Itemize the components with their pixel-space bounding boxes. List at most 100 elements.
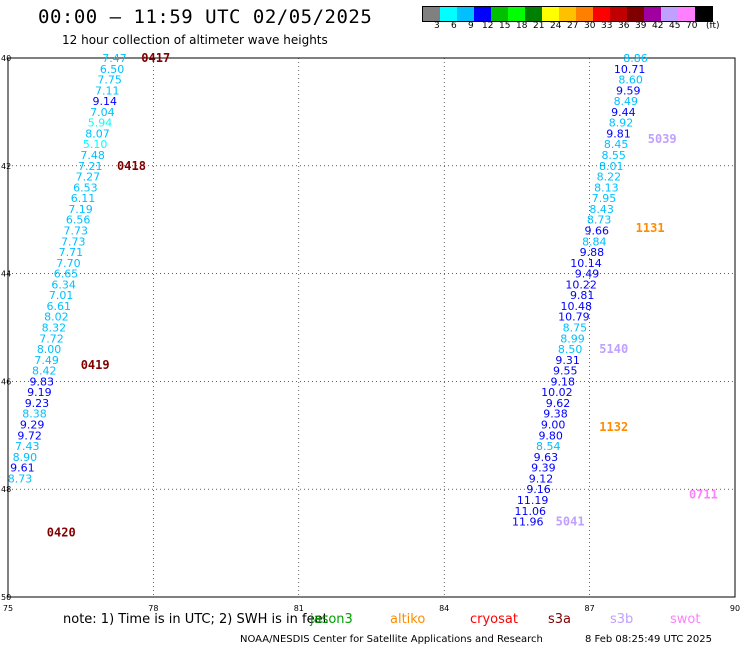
- wave-height-value: 5.94: [88, 117, 113, 130]
- legend-label: 33: [601, 21, 613, 31]
- legend-label: 9: [468, 21, 474, 31]
- wave-height-value: 10.22: [565, 278, 597, 291]
- wave-height-value: 8.90: [13, 451, 38, 464]
- wave-height-value: 6.50: [100, 63, 125, 76]
- wave-height-value: 7.48: [80, 149, 105, 162]
- wave-height-value: 7.43: [15, 440, 40, 453]
- wave-height-value: 11.19: [517, 494, 549, 507]
- wave-height-value: 10.79: [558, 311, 590, 324]
- orbit-label: 1132: [599, 420, 628, 434]
- wave-height-value: 9.39: [531, 462, 556, 475]
- orbit-label: 5041: [556, 515, 585, 529]
- wave-height-value: 9.31: [555, 354, 580, 367]
- wave-height-value: 9.55: [553, 365, 578, 378]
- wave-height-value: 6.11: [71, 192, 96, 205]
- wave-height-value: 8.45: [604, 138, 629, 151]
- lat-tick-label: 40: [1, 54, 11, 63]
- wave-height-value: 9.16: [526, 483, 551, 496]
- lat-tick-label: 42: [1, 162, 11, 171]
- satellite-legend-item: cryosat: [470, 612, 518, 627]
- wave-height-value: 7.49: [34, 354, 59, 367]
- legend-swatch: [559, 7, 576, 21]
- lat-tick-label: 44: [1, 270, 11, 279]
- legend-swatch: [525, 7, 542, 21]
- legend-label: 15: [499, 21, 511, 31]
- wave-height-value: 8.75: [563, 322, 588, 335]
- wave-height-value: 8.02: [44, 311, 69, 324]
- wave-height-value: 11.06: [514, 505, 546, 518]
- lat-tick-label: 50: [1, 593, 11, 602]
- lat-lon-grid: [7, 57, 736, 598]
- wave-height-value: 7.95: [592, 192, 617, 205]
- orbit-label: 0417: [141, 51, 170, 65]
- wave-height-value: 7.27: [76, 171, 101, 184]
- page-title: 00:00 — 11:59 UTC 02/05/2025: [38, 6, 373, 28]
- wave-height-value: 7.11: [95, 84, 120, 97]
- lon-tick-label: 81: [294, 604, 304, 613]
- legend-swatch: [661, 7, 678, 21]
- wave-height-value: 7.73: [63, 224, 88, 237]
- wave-height-value: 8.73: [587, 214, 612, 227]
- legend-label: 36: [618, 21, 630, 31]
- wave-height-value: 10.02: [541, 386, 573, 399]
- wave-height-value: 8.99: [560, 332, 585, 345]
- wave-height-value: 8.50: [558, 343, 583, 356]
- wave-height-value: 8.54: [536, 440, 561, 453]
- wave-height-value: 6.56: [66, 214, 91, 227]
- satellite-legend-item: altiko: [390, 612, 426, 627]
- orbit-label: 1131: [636, 221, 665, 235]
- wave-height-value: 9.44: [611, 106, 636, 119]
- legend-label: 30: [584, 21, 596, 31]
- lon-tick-label: 87: [585, 604, 595, 613]
- note-body: note: 1) Time is in UTC; 2) SWH is in fe…: [63, 612, 328, 627]
- legend-swatch: [491, 7, 508, 21]
- legend-swatch: [576, 7, 593, 21]
- wave-height-value: 6.53: [73, 181, 98, 194]
- satellite-legend-item: s3b: [610, 612, 634, 627]
- legend-unit: (ft): [706, 21, 720, 31]
- wave-height-value: 9.80: [538, 429, 563, 442]
- wave-height-value: 8.22: [597, 171, 622, 184]
- legend-label: 12: [482, 21, 494, 31]
- wave-height-value: 9.29: [20, 419, 45, 432]
- legend-swatch: [542, 7, 559, 21]
- wave-height-value: 9.18: [551, 375, 576, 388]
- wave-height-value: 9.72: [17, 429, 42, 442]
- legend-label: 6: [451, 21, 457, 31]
- wave-height-value: 8.43: [589, 203, 614, 216]
- lon-tick-label: 90: [730, 604, 740, 613]
- wave-height-value: 9.81: [606, 127, 631, 140]
- lon-tick-label: 78: [148, 604, 158, 613]
- wave-height-value: 7.19: [68, 203, 93, 216]
- wave-height-value: 7.71: [59, 246, 84, 259]
- wave-height-value: 8.13: [594, 181, 619, 194]
- wave-height-value: 7.72: [39, 332, 64, 345]
- color-legend-labels: 3 6 9 12 15 18 21 24 27 30 33 36 39 42 45 70 (ft): [422, 21, 740, 33]
- legend-label: 21: [533, 21, 545, 31]
- wave-height-value: 7.70: [56, 257, 81, 270]
- wave-height-values: 7.476.507.757.119.147.045.948.075.107.48…: [8, 52, 648, 529]
- wave-height-value: 5.10: [83, 138, 108, 151]
- wave-height-value: 9.61: [10, 462, 35, 475]
- wave-height-value: 8.73: [8, 472, 33, 485]
- orbit-label: 5140: [599, 342, 628, 356]
- map-frame: [7, 57, 736, 598]
- wave-height-value: 6.61: [47, 300, 72, 313]
- legend-swatch: [610, 7, 627, 21]
- legend-label: 18: [516, 21, 528, 31]
- wave-height-value: 10.14: [570, 257, 602, 270]
- legend-label: 24: [550, 21, 562, 31]
- wave-height-value: 8.49: [614, 95, 639, 108]
- wave-height-value: 8.01: [599, 160, 624, 173]
- wave-height-value: 7.47: [102, 52, 127, 65]
- wave-height-value: 9.81: [570, 289, 595, 302]
- note-text: note: 1) Time is in UTC; 2) SWH is in fe…: [63, 612, 328, 627]
- wave-height-value: 7.75: [97, 74, 122, 87]
- wave-height-value: 10.71: [614, 63, 646, 76]
- wave-height-value: 7.73: [61, 235, 86, 248]
- wave-height-value: 8.60: [618, 74, 643, 87]
- wave-height-value: 9.88: [580, 246, 605, 259]
- legend-label: 3: [434, 21, 440, 31]
- axis-tick-labels: 75 78 81 84 87 90 40 42 44 46 48 50: [1, 54, 740, 613]
- wave-height-value: 6.65: [54, 268, 79, 281]
